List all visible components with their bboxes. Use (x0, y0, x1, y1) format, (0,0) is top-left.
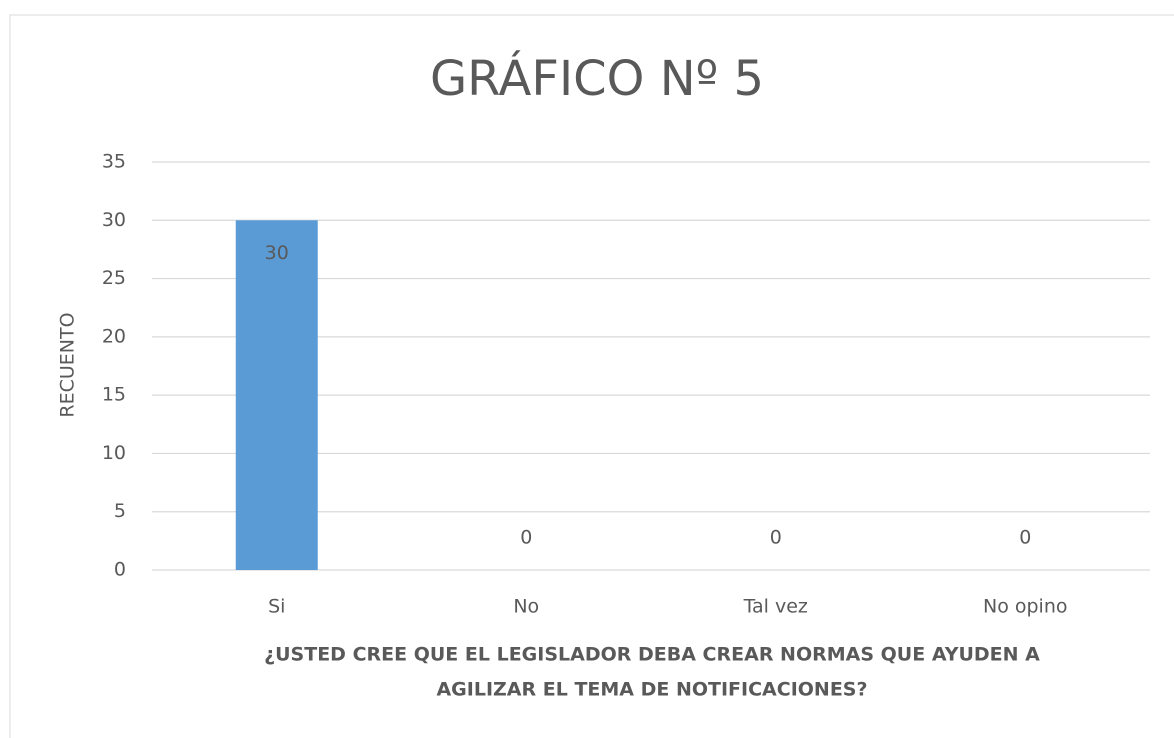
data-label: 0 (1019, 527, 1031, 549)
x-tick-label: Tal vez (743, 596, 808, 618)
data-label: 0 (520, 527, 532, 549)
data-label: 0 (770, 527, 782, 549)
chart-frame (9, 14, 1174, 738)
y-tick-label: 35 (102, 151, 126, 173)
data-label: 30 (265, 242, 289, 264)
bar (235, 220, 318, 571)
y-tick-label: 25 (102, 267, 126, 289)
y-axis-label: RECUENTO (57, 312, 79, 417)
y-tick-label: 15 (102, 384, 126, 406)
x-axis-label: AGILIZAR EL TEMA DE NOTIFICACIONES? (436, 679, 867, 701)
y-tick-label: 20 (102, 325, 126, 347)
x-tick-label: Si (268, 596, 285, 618)
x-tick-label: No (513, 596, 539, 618)
y-tick-label: 0 (114, 559, 126, 581)
chart-title: GRÁFICO Nº 5 (430, 50, 764, 107)
x-axis-label: ¿USTED CREE QUE EL LEGISLADOR DEBA CREAR… (264, 644, 1040, 666)
y-tick-label: 5 (114, 500, 126, 522)
y-tick-label: 10 (102, 442, 126, 464)
y-tick-label: 30 (102, 209, 126, 231)
x-tick-label: No opino (983, 596, 1068, 618)
